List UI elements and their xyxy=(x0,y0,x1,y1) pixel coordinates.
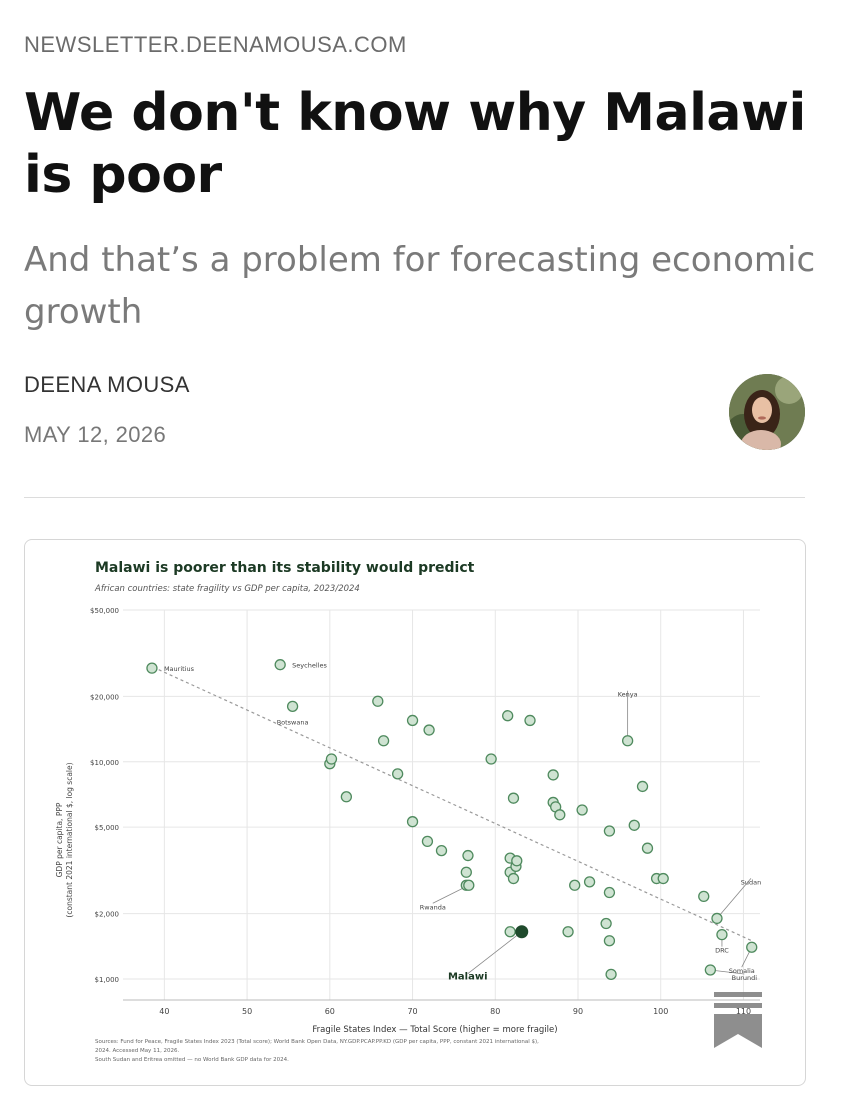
author-name[interactable]: DEENA MOUSA xyxy=(24,372,190,397)
point-label: Kenya xyxy=(618,691,638,699)
data-point xyxy=(507,872,520,885)
data-point xyxy=(511,855,523,867)
data-point xyxy=(372,695,384,707)
x-tick-label: 70 xyxy=(407,1007,417,1016)
y-axis-label-line1: GDP per capita, PPP xyxy=(55,802,64,877)
point-label: Rwanda xyxy=(420,903,446,911)
trend-line xyxy=(147,664,752,942)
data-point xyxy=(406,714,419,727)
header-divider xyxy=(24,497,805,498)
data-point xyxy=(711,912,723,925)
author-avatar[interactable] xyxy=(729,374,805,450)
data-point xyxy=(463,879,475,891)
data-point xyxy=(657,872,669,885)
data-point xyxy=(274,659,286,671)
publish-date: MAY 12, 2026 xyxy=(24,422,167,447)
avatar-image xyxy=(729,374,805,450)
label-leader-line xyxy=(710,969,745,975)
data-point xyxy=(286,700,299,713)
data-point xyxy=(547,769,559,781)
data-point xyxy=(340,791,353,803)
y-tick-label: $20,000 xyxy=(90,693,119,701)
data-point xyxy=(603,886,616,899)
article-title: We don't know why Malawi is poor xyxy=(24,83,806,205)
scatter-chart: Malawi is poorer than its stability woul… xyxy=(55,560,761,1063)
x-tick-label: 80 xyxy=(490,1007,500,1016)
data-point xyxy=(562,926,574,938)
data-point xyxy=(603,935,616,947)
data-point-highlight xyxy=(515,925,529,939)
point-label: Burundi xyxy=(732,974,758,982)
x-tick-label: 50 xyxy=(242,1007,252,1016)
data-point xyxy=(146,662,158,674)
x-tick-label: 60 xyxy=(325,1007,335,1016)
data-point xyxy=(605,968,617,981)
data-point xyxy=(392,768,404,780)
data-point xyxy=(636,780,649,793)
y-tick-label: $1,000 xyxy=(95,976,120,984)
point-label: DRC xyxy=(715,947,729,955)
data-point xyxy=(377,735,390,747)
site-domain[interactable]: NEWSLETTER.DEENAMOUSA.COM xyxy=(24,32,407,57)
data-point xyxy=(698,890,710,903)
data-point xyxy=(435,844,448,857)
chart-source-line1: Sources: Fund for Peace, Fragile States … xyxy=(95,1039,539,1045)
data-point xyxy=(704,964,717,976)
data-point xyxy=(502,710,514,722)
data-point xyxy=(524,714,536,727)
data-point xyxy=(421,835,434,848)
y-tick-label: $5,000 xyxy=(95,824,120,832)
chart-title: Malawi is poorer than its stability woul… xyxy=(95,560,475,576)
y-tick-label: $10,000 xyxy=(90,759,119,767)
label-leader-line xyxy=(716,878,752,919)
x-tick-label: 100 xyxy=(653,1007,668,1016)
bookmark-icon[interactable] xyxy=(714,992,762,1048)
x-tick-label: 90 xyxy=(573,1007,583,1016)
data-point xyxy=(641,842,654,854)
y-tick-label: $50,000 xyxy=(90,607,119,615)
point-label: Mauritius xyxy=(164,665,195,673)
data-point xyxy=(504,926,516,938)
data-point xyxy=(746,941,758,953)
y-tick-label: $2,000 xyxy=(95,911,120,919)
data-point xyxy=(628,819,640,831)
data-point xyxy=(583,876,596,888)
article-subtitle: And that’s a problem for forecasting eco… xyxy=(24,240,816,332)
data-point xyxy=(716,928,728,941)
data-point xyxy=(462,849,474,862)
chart-source-line3: South Sudan and Eritrea omitted — no Wor… xyxy=(95,1057,289,1063)
plot-area xyxy=(123,610,760,1000)
point-label: Somalia xyxy=(729,967,755,975)
data-point xyxy=(325,753,338,765)
data-point xyxy=(576,804,588,816)
data-point xyxy=(485,753,497,765)
chart-subtitle: African countries: state fragility vs GD… xyxy=(94,584,360,594)
point-label: Botswana xyxy=(277,718,309,726)
data-point xyxy=(460,866,472,878)
data-point xyxy=(554,809,566,821)
label-leader-line xyxy=(467,931,522,975)
point-label: Seychelles xyxy=(292,662,327,670)
data-point xyxy=(621,735,634,747)
data-point xyxy=(406,816,419,828)
chart-source-line2: 2024. Accessed May 11, 2026. xyxy=(95,1048,180,1054)
data-point xyxy=(603,825,616,837)
point-label: Sudan xyxy=(741,878,761,886)
x-axis-label: Fragile States Index — Total Score (high… xyxy=(312,1025,557,1035)
data-point xyxy=(600,917,612,930)
chart-card[interactable]: Malawi is poorer than its stability woul… xyxy=(24,539,806,1086)
x-tick-label: 40 xyxy=(159,1007,169,1016)
data-point xyxy=(569,879,581,891)
data-point xyxy=(423,724,435,736)
data-point xyxy=(507,792,520,804)
y-axis-label-line2: (constant 2021 international $, log scal… xyxy=(65,762,74,917)
point-label: Malawi xyxy=(448,972,488,983)
x-tick-label: 110 xyxy=(736,1007,751,1016)
